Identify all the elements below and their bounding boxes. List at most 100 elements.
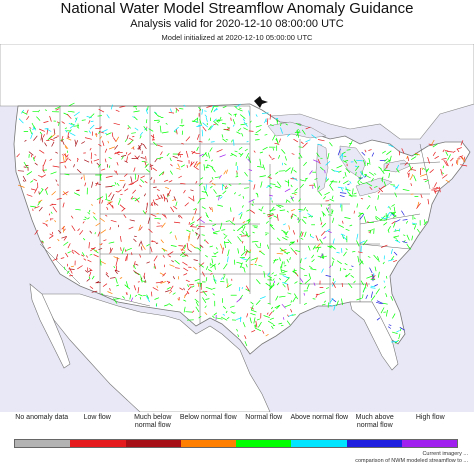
stream-segment — [410, 174, 414, 179]
stream-segment — [276, 237, 281, 242]
stream-segment — [134, 127, 139, 131]
stream-segment — [362, 239, 368, 246]
stream-segment — [37, 199, 43, 203]
stream-segment — [387, 226, 391, 231]
stream-segment — [245, 256, 251, 263]
stream-segment — [238, 152, 242, 156]
stream-segment — [117, 200, 121, 205]
stream-segment — [68, 267, 73, 274]
stream-segment — [87, 212, 91, 215]
stream-segment — [169, 231, 173, 234]
stream-segment — [21, 111, 28, 115]
stream-segment — [266, 118, 269, 125]
stream-segment — [244, 171, 248, 177]
stream-segment — [185, 279, 190, 283]
stream-segment — [242, 221, 246, 224]
stream-segment — [296, 128, 299, 132]
stream-segment — [319, 217, 322, 222]
stream-segment — [379, 159, 386, 162]
stream-segment — [269, 183, 276, 185]
stream-segment — [77, 265, 83, 270]
stream-segment — [246, 209, 250, 212]
stream-segment — [160, 281, 166, 284]
stream-segment — [183, 267, 189, 272]
stream-segment — [339, 195, 345, 198]
stream-segment — [133, 238, 137, 242]
stream-segment — [267, 302, 271, 305]
stream-segment — [133, 264, 136, 270]
stream-segment — [322, 254, 325, 259]
stream-segment — [445, 151, 449, 156]
stream-segment — [213, 275, 215, 279]
stream-segment — [267, 174, 272, 178]
stream-segment — [213, 230, 220, 233]
stream-segment — [70, 265, 74, 268]
stream-segment — [119, 235, 122, 242]
stream-segment — [119, 277, 123, 279]
stream-segment — [382, 150, 386, 154]
stream-segment — [225, 310, 228, 314]
stream-segment — [323, 300, 327, 303]
stream-segment — [212, 287, 216, 290]
stream-segment — [33, 125, 36, 130]
stream-segment — [190, 161, 193, 166]
stream-segment — [396, 164, 399, 169]
stream-segment — [297, 218, 299, 221]
stream-segment — [265, 334, 269, 337]
stream-segment — [95, 222, 101, 227]
stream-segment — [70, 215, 74, 219]
stream-segment — [426, 168, 430, 172]
stream-segment — [198, 316, 202, 319]
stream-segment — [30, 132, 34, 139]
stream-segment — [249, 317, 252, 324]
stream-segment — [272, 278, 275, 281]
stream-segment — [322, 236, 327, 240]
stream-segment — [405, 220, 409, 224]
stream-segment — [357, 177, 362, 183]
stream-segment — [124, 284, 131, 290]
stream-segment — [165, 122, 168, 125]
stream-segment — [113, 137, 117, 142]
stream-segment — [177, 151, 181, 155]
stream-segment — [98, 248, 103, 250]
stream-segment — [329, 198, 335, 202]
stream-segment — [98, 108, 105, 113]
stream-segment — [198, 182, 203, 187]
stream-segment — [325, 207, 330, 213]
stream-segment — [85, 255, 89, 258]
stream-segment — [126, 253, 128, 261]
stream-segment — [424, 219, 426, 224]
stream-segment — [66, 154, 69, 158]
stream-segment — [238, 107, 242, 109]
stream-segment — [142, 244, 146, 250]
stream-segment — [285, 200, 288, 203]
stream-segment — [195, 161, 200, 168]
stream-segment — [140, 240, 143, 245]
stream-segment — [243, 267, 246, 273]
stream-segment — [49, 204, 53, 206]
stream-segment — [218, 262, 220, 265]
stream-segment — [240, 266, 245, 269]
stream-segment — [318, 191, 323, 196]
stream-segment — [88, 276, 91, 279]
stream-segment — [188, 222, 190, 225]
stream-segment — [290, 196, 294, 200]
stream-segment — [145, 156, 147, 161]
stream-segment — [209, 206, 212, 211]
stream-segment — [262, 146, 268, 151]
stream-segment — [460, 164, 468, 167]
stream-segment — [390, 212, 392, 217]
stream-segment — [205, 255, 209, 258]
stream-segment — [199, 153, 204, 157]
stream-segment — [89, 147, 92, 151]
stream-segment — [191, 120, 199, 123]
stream-segment — [312, 298, 316, 300]
stream-segment — [39, 149, 45, 154]
stream-segment — [292, 296, 296, 303]
stream-segment — [248, 110, 251, 117]
stream-segment — [185, 136, 191, 142]
stream-segment — [220, 277, 224, 281]
stream-segment — [132, 180, 138, 184]
stream-segment — [357, 212, 364, 217]
stream-segment — [91, 203, 93, 207]
